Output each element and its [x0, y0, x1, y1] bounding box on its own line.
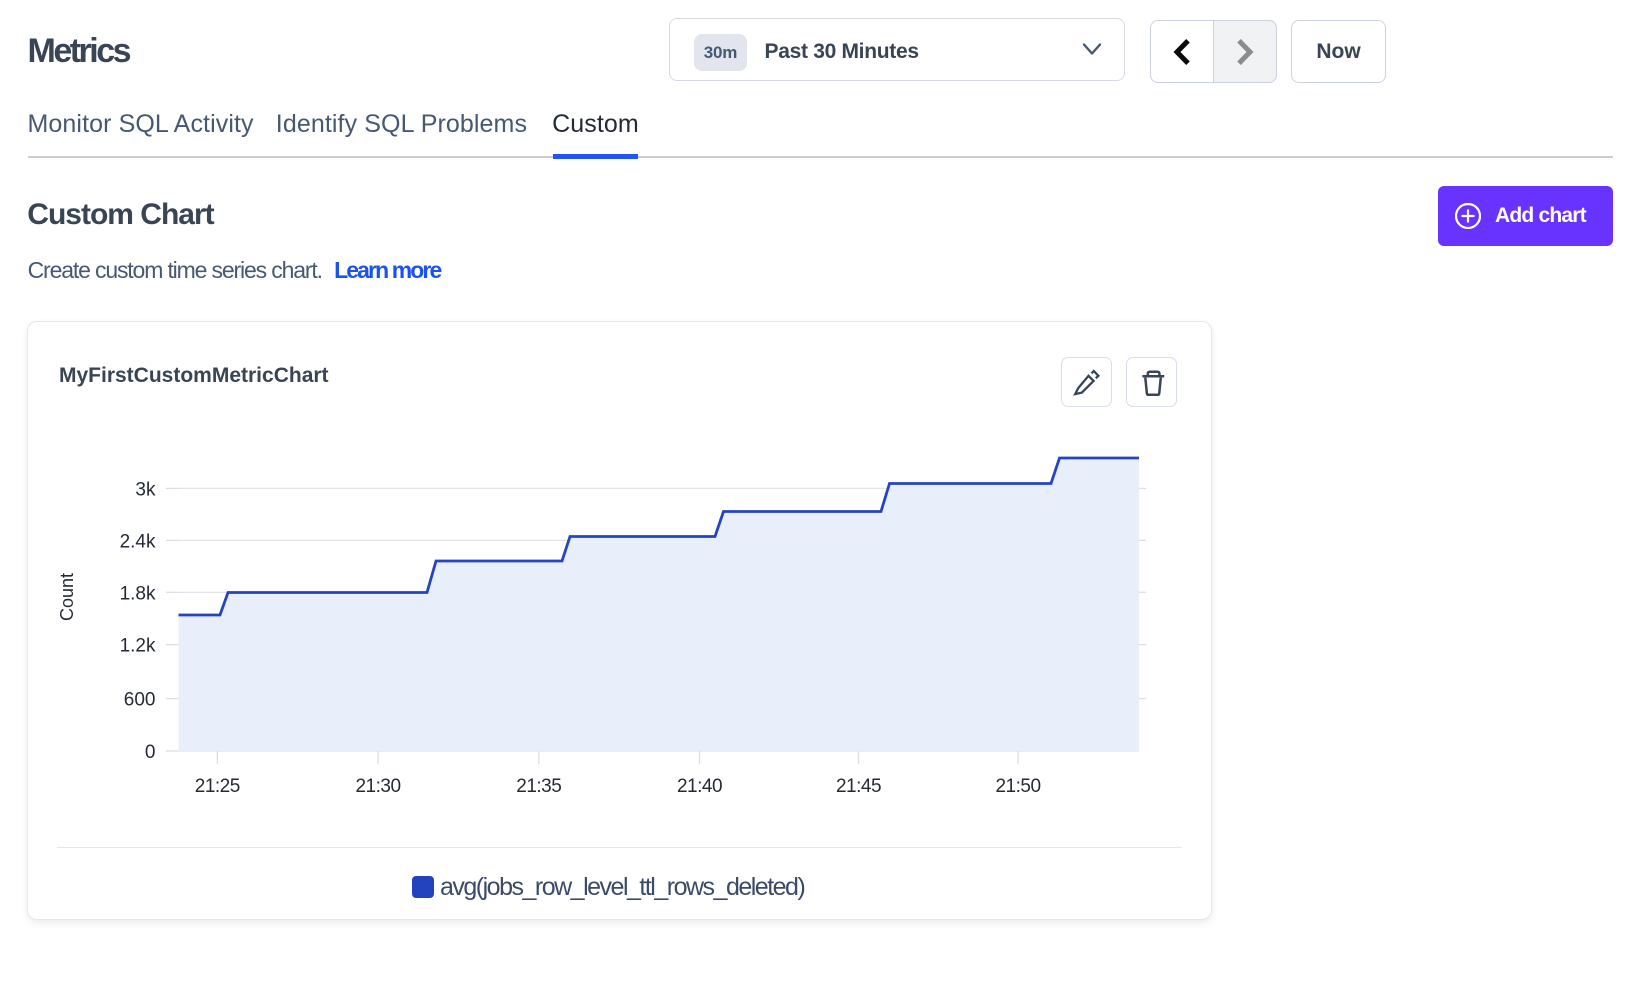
svg-text:21:40: 21:40	[677, 776, 722, 797]
svg-text:1.2k: 1.2k	[120, 636, 156, 657]
svg-text:0: 0	[145, 742, 156, 763]
svg-text:21:30: 21:30	[355, 776, 400, 797]
svg-text:Count: Count	[57, 573, 77, 621]
svg-text:21:35: 21:35	[516, 776, 561, 797]
svg-text:3k: 3k	[135, 479, 156, 500]
svg-text:1.8k: 1.8k	[120, 583, 156, 604]
svg-text:21:45: 21:45	[836, 776, 881, 797]
svg-text:600: 600	[124, 690, 156, 711]
svg-text:2.4k: 2.4k	[120, 531, 156, 552]
svg-text:21:50: 21:50	[995, 776, 1040, 797]
svg-text:21:25: 21:25	[195, 776, 240, 797]
